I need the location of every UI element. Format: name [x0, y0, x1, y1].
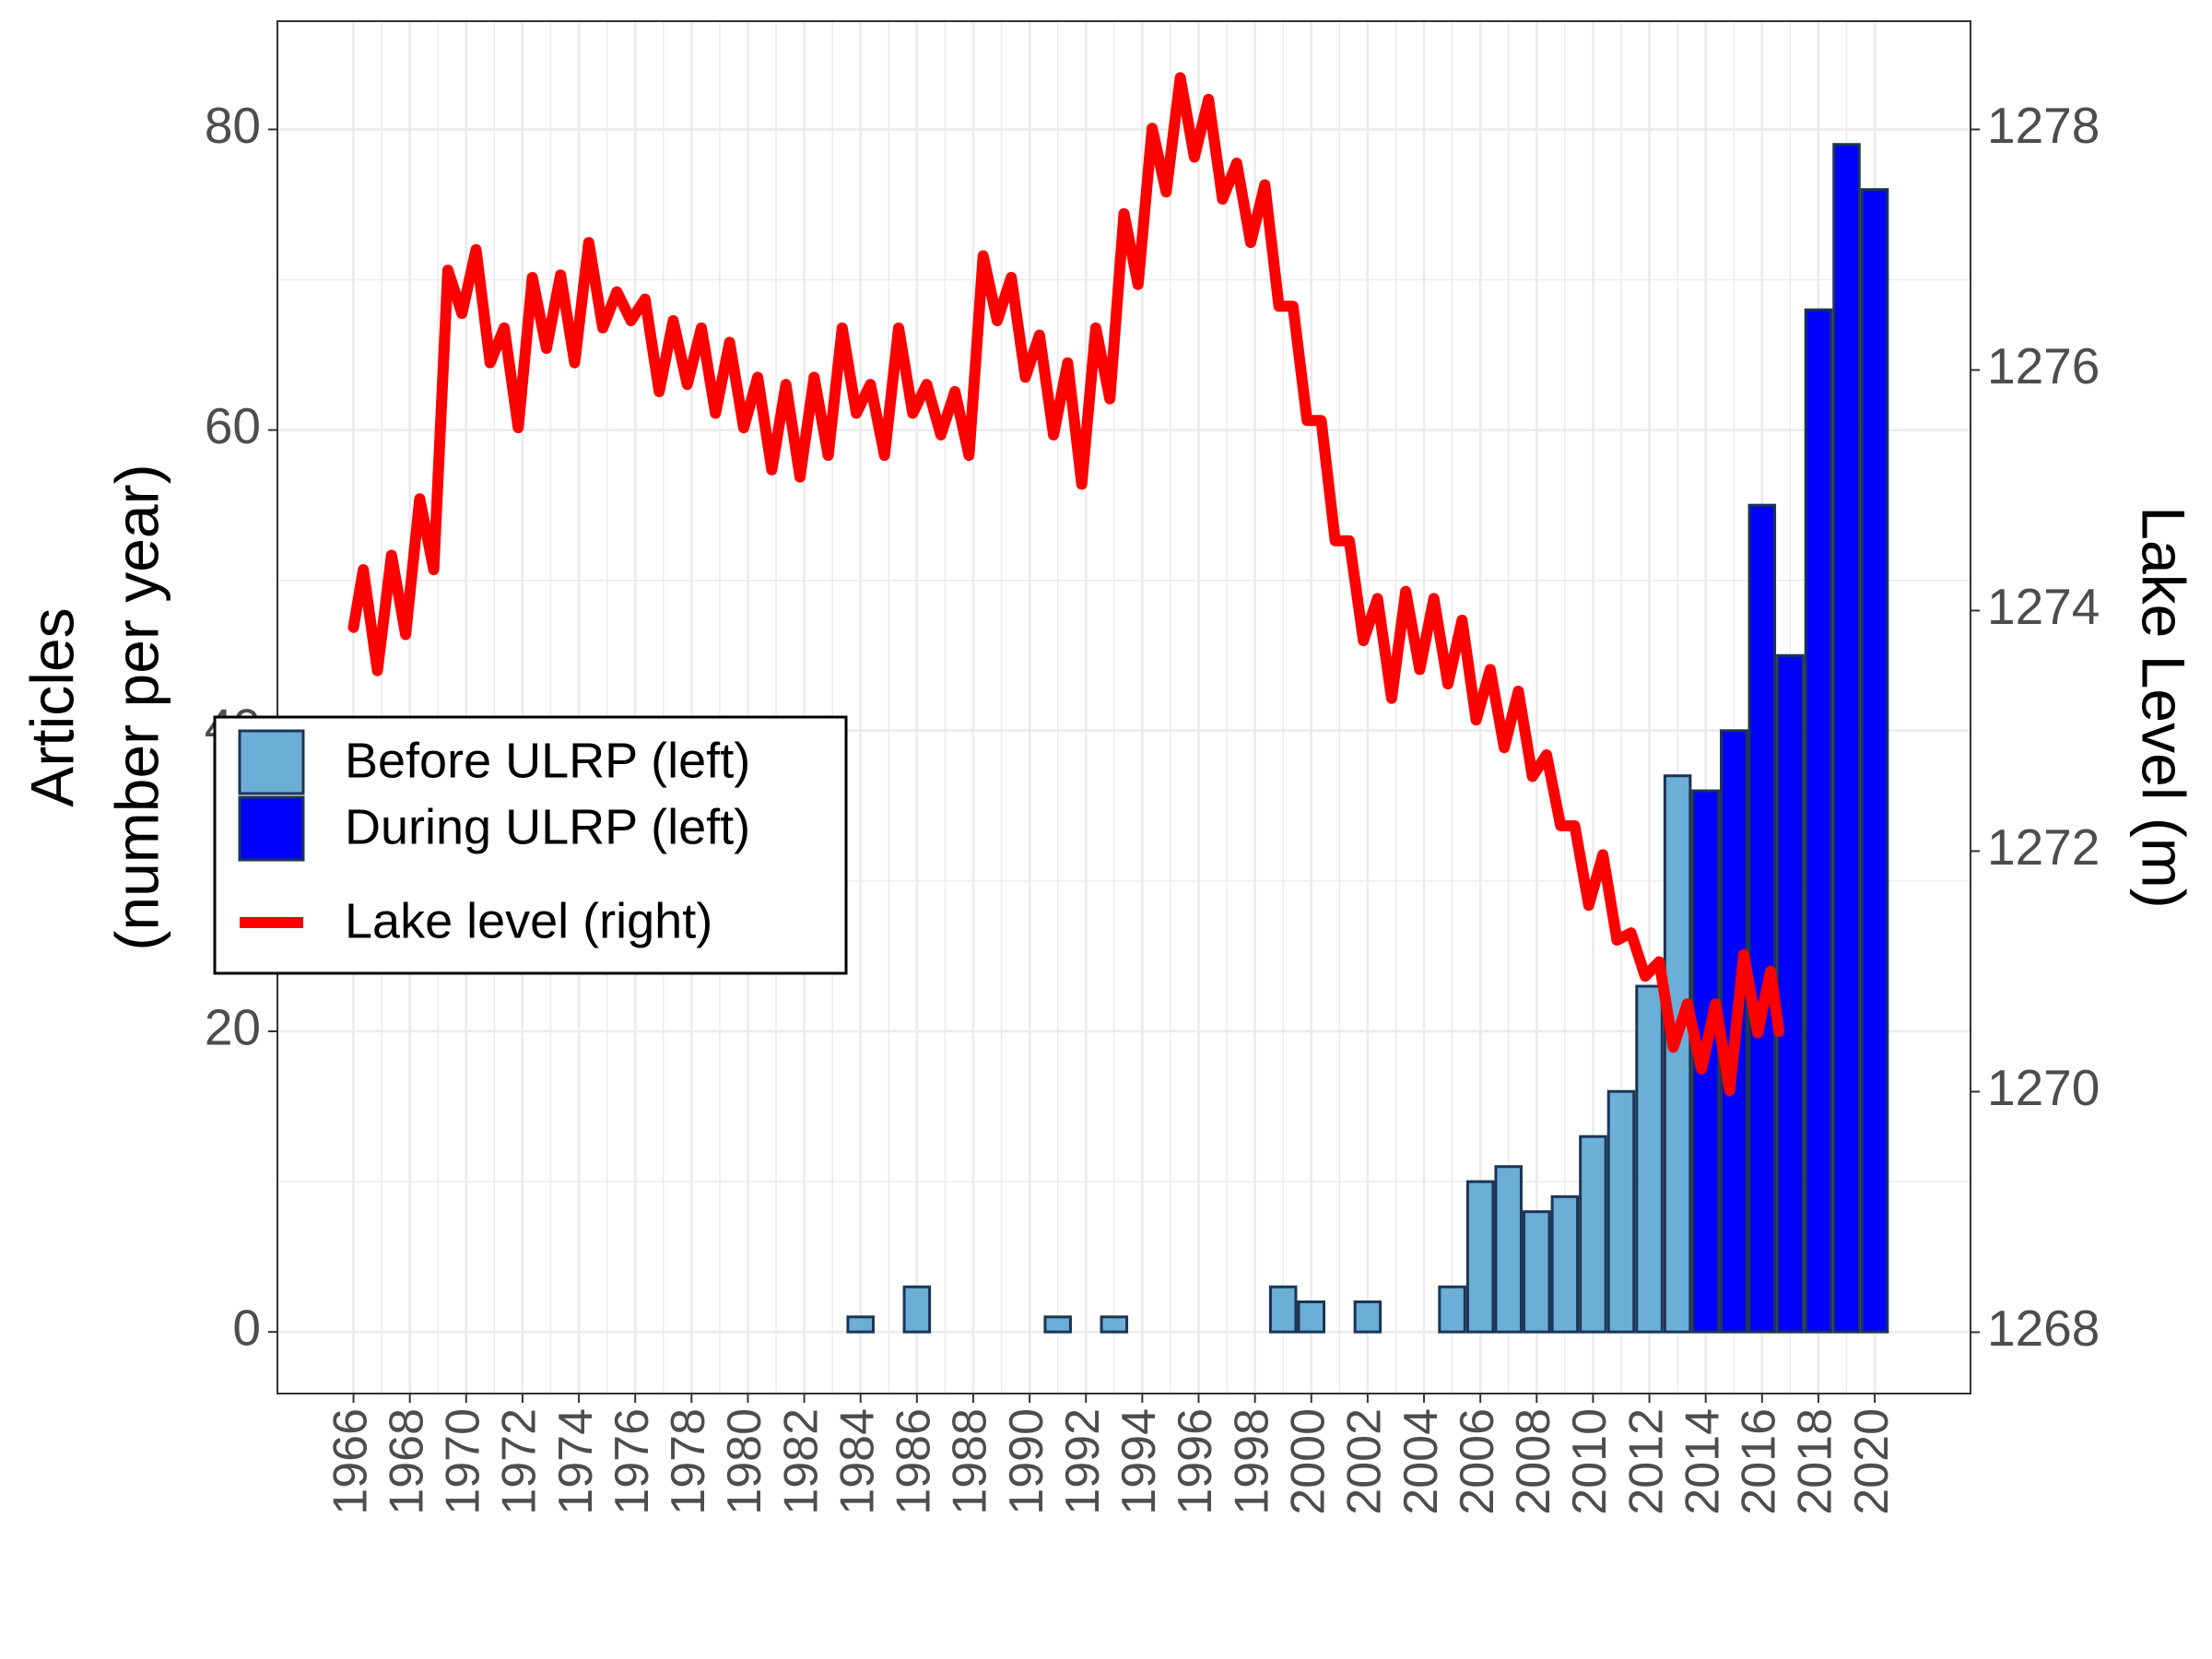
x-tick-label: 2006 — [1451, 1408, 1504, 1515]
bar — [1465, 1180, 1495, 1334]
x-tick-label: 2014 — [1676, 1408, 1729, 1515]
grid — [277, 21, 1971, 1394]
legend-label: During ULRP (left) — [345, 799, 750, 854]
legend-label: Lake level (right) — [345, 893, 712, 948]
y2-tick-label: 1272 — [1987, 818, 2100, 876]
x-tick-label: 1986 — [888, 1408, 941, 1515]
x-tick-label: 1984 — [830, 1408, 884, 1515]
y2-tick-label: 1276 — [1987, 337, 2100, 394]
x-tick-label: 2012 — [1619, 1408, 1673, 1515]
x-tick-label: 1978 — [662, 1408, 715, 1515]
x-tick-label: 2020 — [1845, 1408, 1899, 1515]
bar — [1438, 1285, 1466, 1334]
x-tick-label: 1972 — [493, 1408, 547, 1515]
x-tick-label: 1998 — [1225, 1408, 1278, 1515]
y2-tick-label: 1270 — [1987, 1059, 2100, 1116]
legend: Before ULRP (left) During ULRP (left) Lake… — [213, 715, 848, 975]
bar — [1550, 1194, 1580, 1334]
x-tick-label: 1966 — [324, 1408, 377, 1515]
x-tick-label: 2016 — [1733, 1408, 1786, 1515]
bar — [1635, 984, 1664, 1334]
x-tick-label: 1974 — [549, 1408, 603, 1515]
x-tick-label: 1980 — [718, 1408, 771, 1515]
marks — [347, 72, 1889, 1334]
bar — [1579, 1135, 1607, 1334]
axes: 1966 1968 1970 1972 1974 1976 1978 1980 1982 1984… — [18, 97, 2197, 1515]
line — [347, 72, 1785, 1097]
y-axis-title: Articles — [18, 607, 86, 806]
bar — [1747, 503, 1777, 1334]
x-tick-label: 2002 — [1338, 1408, 1392, 1515]
x-tick-label: 2008 — [1507, 1408, 1560, 1515]
legend-key — [238, 795, 305, 862]
bar — [1832, 143, 1861, 1334]
x-tick-label: 1990 — [1000, 1408, 1053, 1515]
x-tick-label: 1968 — [380, 1408, 433, 1515]
x-tick-label: 1982 — [774, 1408, 828, 1515]
legend-label: Before ULRP (left) — [345, 733, 750, 788]
bar — [1100, 1315, 1129, 1334]
y-axis-title: (number per year) — [102, 464, 171, 950]
x-tick-label: 1992 — [1056, 1408, 1110, 1515]
y2-tick-label: 1274 — [1987, 578, 2100, 635]
bar — [1494, 1165, 1523, 1334]
y2-tick-label: 1268 — [1987, 1300, 2100, 1357]
y2-tick-label: 1278 — [1987, 97, 2100, 154]
bar — [1297, 1300, 1326, 1334]
bar — [1776, 653, 1805, 1334]
x-tick-label: 2018 — [1789, 1408, 1842, 1515]
legend-key — [238, 729, 305, 795]
x-tick-label: 1988 — [944, 1408, 997, 1515]
bar — [1860, 188, 1889, 1334]
x-tick-label: 2010 — [1563, 1408, 1617, 1515]
x-tick-label: 2004 — [1394, 1408, 1448, 1515]
y-tick-label: 0 — [232, 1300, 261, 1357]
bar — [846, 1315, 875, 1334]
bar — [1804, 308, 1833, 1334]
x-tick-label: 2000 — [1281, 1408, 1335, 1515]
bar — [1268, 1285, 1298, 1334]
x-tick-label: 1970 — [437, 1408, 490, 1515]
panel-border — [276, 20, 1971, 1394]
bar — [1043, 1315, 1072, 1334]
x-tick-label: 1996 — [1169, 1408, 1222, 1515]
y-tick-label: 80 — [205, 97, 261, 154]
bar — [1663, 774, 1692, 1334]
y-tick-label: 60 — [205, 397, 261, 454]
y2-axis-title: Lake Level (m) — [2130, 506, 2198, 909]
legend-box — [213, 715, 848, 975]
bar — [1353, 1300, 1382, 1334]
bar — [902, 1285, 932, 1334]
bar — [1606, 1089, 1636, 1334]
x-tick-label: 1976 — [606, 1408, 659, 1515]
bar — [1523, 1210, 1551, 1334]
y-tick-label: 20 — [205, 998, 261, 1055]
x-tick-label: 1994 — [1112, 1408, 1166, 1515]
